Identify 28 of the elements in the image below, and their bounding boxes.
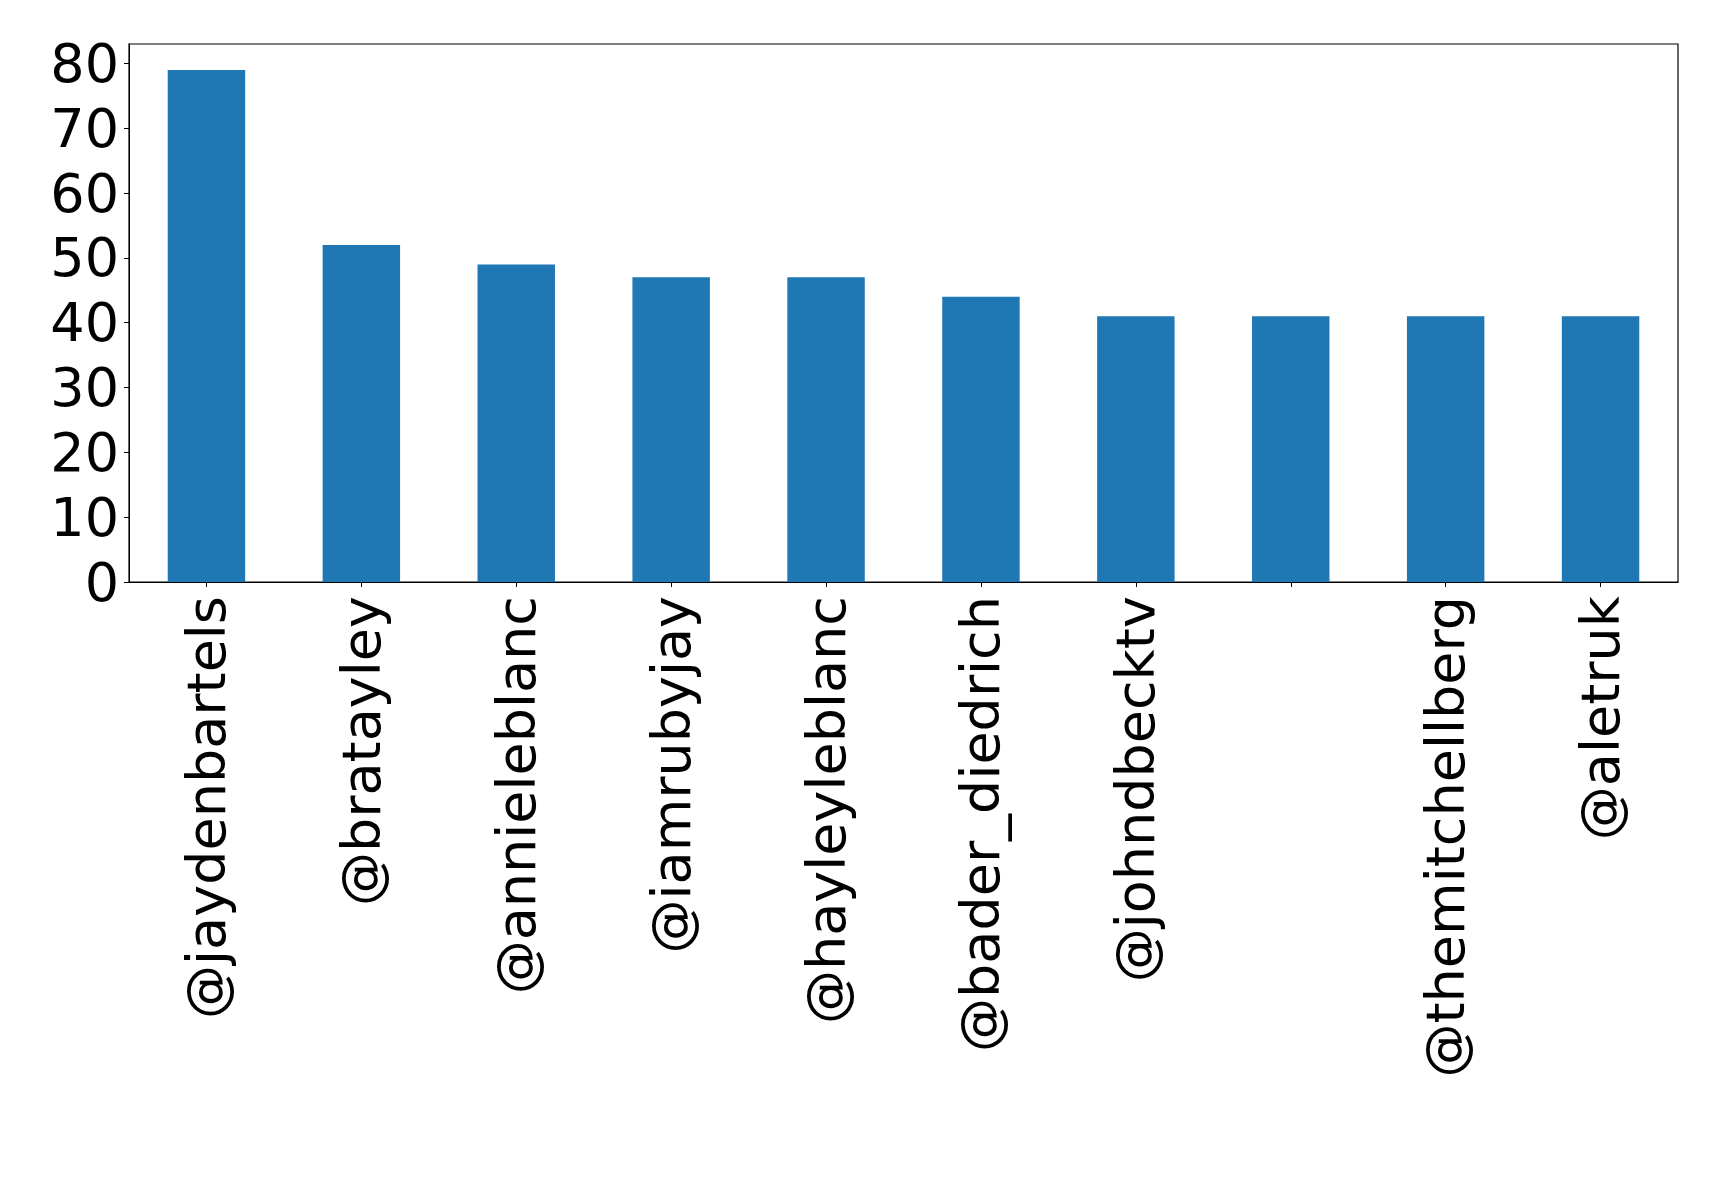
y-tick-label: 20 <box>50 420 119 484</box>
y-tick-label: 0 <box>84 550 119 614</box>
bar <box>632 277 710 582</box>
y-tick-label: 80 <box>50 31 119 95</box>
y-tick-label: 10 <box>50 485 119 549</box>
x-tick-label: @johndbecktv <box>1104 596 1168 983</box>
x-tick-label: @jaydenbartels <box>174 596 238 1019</box>
bar <box>477 264 555 582</box>
x-tick-label: @aletruk <box>1569 595 1633 841</box>
bar <box>1561 316 1640 582</box>
bar <box>1097 316 1175 582</box>
y-tick-label: 30 <box>50 356 119 420</box>
bar <box>167 69 246 582</box>
bar <box>1252 316 1330 582</box>
x-tick-label: @iamrubyjay <box>639 596 703 954</box>
x-tick-label: @themitchellberg <box>1414 596 1478 1078</box>
y-tick-label: 70 <box>50 96 119 160</box>
bar <box>1406 316 1485 582</box>
bar <box>322 244 401 582</box>
y-tick-label: 40 <box>50 291 119 355</box>
bar <box>942 296 1020 582</box>
y-tick-label: 50 <box>50 226 119 290</box>
y-tick-label: 60 <box>50 161 119 225</box>
bar <box>787 277 865 582</box>
x-tick-label: @annieleblanc <box>484 596 548 995</box>
x-tick-label: @bratayley <box>329 596 393 906</box>
x-tick-label: @bader_diedrich <box>949 596 1013 1052</box>
x-tick-label: @hayleyleblanc <box>794 596 858 1024</box>
